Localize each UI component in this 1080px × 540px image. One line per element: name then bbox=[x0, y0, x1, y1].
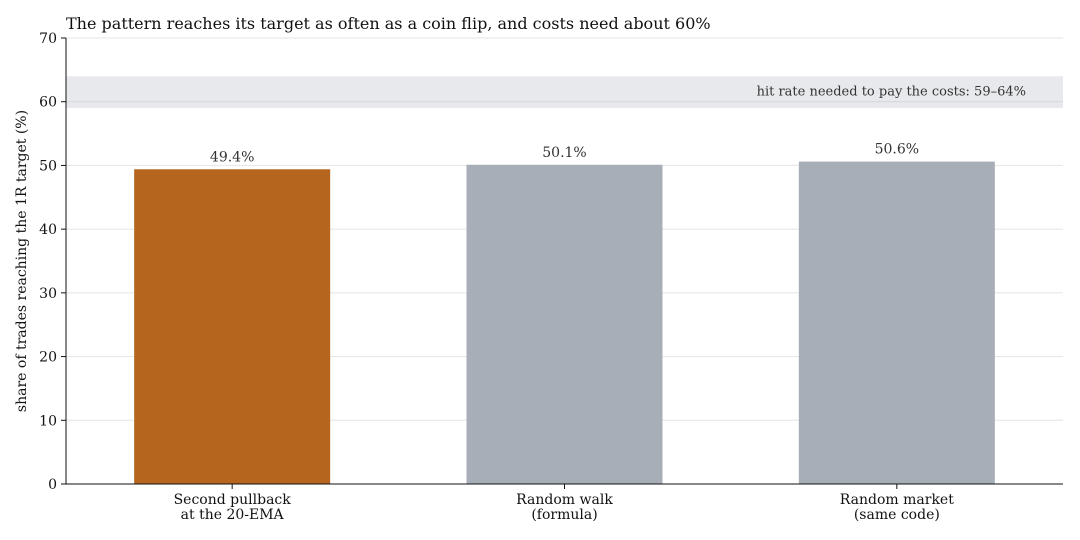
reference-band bbox=[66, 76, 1063, 109]
bar-value-label: 50.1% bbox=[542, 145, 586, 161]
bar-value-label: 50.6% bbox=[875, 142, 919, 158]
chart-title: The pattern reaches its target as often … bbox=[66, 14, 711, 33]
x-tick-label: Second pullback at the 20-EMA bbox=[174, 492, 292, 523]
y-tick-label: 30 bbox=[39, 286, 57, 302]
y-tick-label: 0 bbox=[48, 477, 57, 493]
y-tick-label: 70 bbox=[39, 31, 57, 47]
y-tick-label: 60 bbox=[39, 95, 57, 111]
bar bbox=[798, 161, 995, 484]
bar bbox=[466, 164, 663, 484]
y-tick-label: 50 bbox=[39, 158, 57, 174]
y-tick-label: 20 bbox=[39, 350, 57, 366]
bar-value-label: 49.4% bbox=[210, 149, 254, 165]
x-tick-label: Random walk (formula) bbox=[516, 492, 613, 523]
bar bbox=[134, 169, 331, 484]
y-tick-label: 10 bbox=[39, 413, 57, 429]
x-tick-label: Random market (same code) bbox=[840, 492, 954, 523]
reference-band-label: hit rate needed to pay the costs: 59–64% bbox=[757, 85, 1026, 100]
y-tick-label: 40 bbox=[39, 222, 57, 238]
